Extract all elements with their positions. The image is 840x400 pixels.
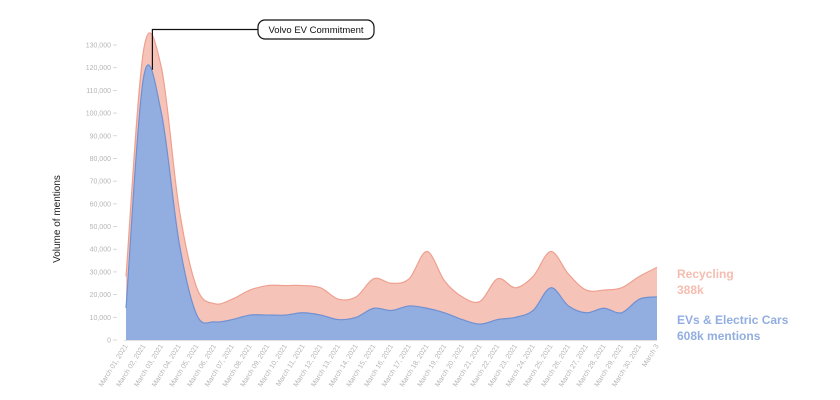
line-evs-electric-cars xyxy=(125,64,658,325)
legend-recycling-value: 388k xyxy=(677,283,704,297)
y-axis-label: Volume of mentions xyxy=(52,175,63,263)
y-tick-label: 0 xyxy=(107,338,111,345)
y-tick-label: 110,000 xyxy=(86,88,111,95)
annotation: Volvo EV Commitment xyxy=(151,19,375,70)
x-tick-label: March 3 xyxy=(641,343,660,368)
area-recycling xyxy=(126,32,657,340)
legend: Recycling 388k EVs & Electric Cars 608k … xyxy=(677,267,789,343)
legend-recycling-name: Recycling xyxy=(677,267,734,281)
y-tick-label: 90,000 xyxy=(90,133,112,140)
y-tick-label: 70,000 xyxy=(90,179,112,186)
y-tick-label: 50,000 xyxy=(90,224,112,231)
annotation-label: Volvo EV Commitment xyxy=(268,25,363,36)
y-axis: 0 10,000 20,000 30,000 40,000 50,000 60,000 70,… xyxy=(86,43,117,345)
y-tick-label: 40,000 xyxy=(90,247,112,254)
plot-area xyxy=(125,32,658,340)
legend-evs-value: 608k mentions xyxy=(677,329,761,343)
y-tick-label: 10,000 xyxy=(90,315,112,322)
y-tick-label: 120,000 xyxy=(86,65,111,72)
y-tick-label: 30,000 xyxy=(90,269,112,276)
y-tick-label: 60,000 xyxy=(90,201,112,208)
y-tick-label: 130,000 xyxy=(86,43,111,50)
annotation-box xyxy=(257,19,375,40)
annotation-leader-line xyxy=(151,28,258,70)
y-tick-label: 20,000 xyxy=(90,292,112,299)
y-tick-label: 80,000 xyxy=(90,156,112,163)
y-tick-label: 100,000 xyxy=(86,111,111,118)
area-evs-electric-cars xyxy=(126,64,657,340)
legend-evs-name: EVs & Electric Cars xyxy=(677,313,789,327)
line-recycling xyxy=(125,32,658,305)
